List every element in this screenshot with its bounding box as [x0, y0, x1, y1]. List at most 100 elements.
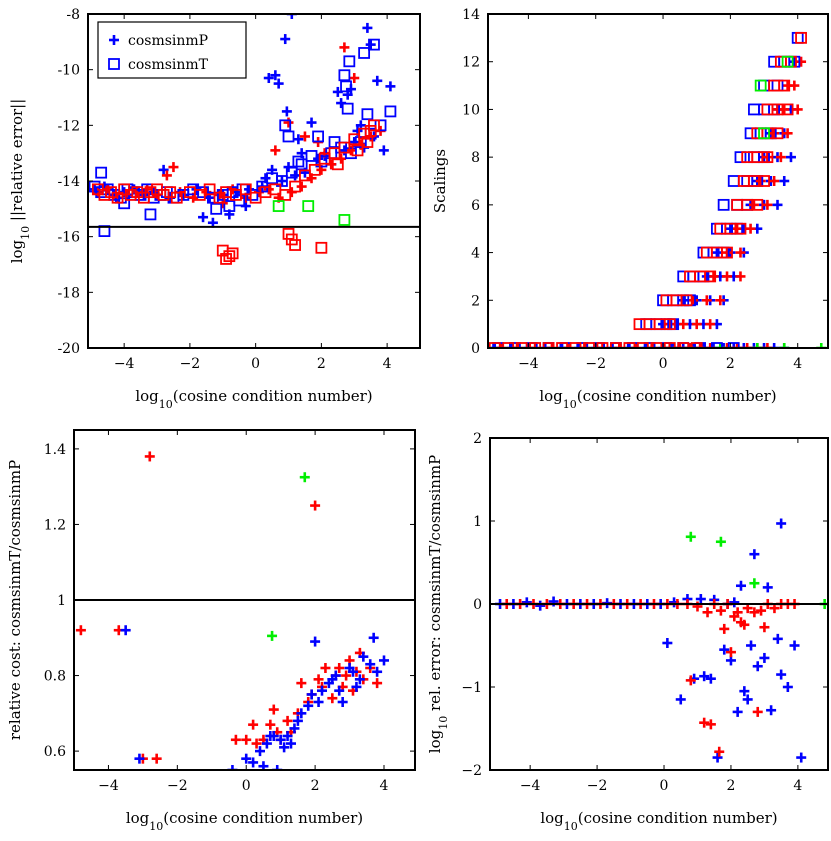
data-point-square — [704, 270, 717, 283]
data-point-plus — [334, 685, 345, 696]
x-tick-label: 0 — [659, 356, 668, 372]
data-point-plus — [796, 56, 807, 67]
data-point-square — [734, 151, 747, 164]
data-point-square — [358, 127, 371, 140]
data-point-plus — [280, 34, 291, 45]
y-tick-label: 4 — [471, 246, 480, 262]
y-axis-label: Scalings — [431, 149, 449, 213]
data-point-square — [727, 175, 740, 187]
data-point-square — [170, 191, 183, 204]
data-point-plus — [290, 170, 301, 181]
data-point-square — [354, 136, 367, 148]
y-tick-label: 6 — [471, 198, 480, 214]
y-tick-label: 0 — [473, 597, 482, 613]
data-point-plus — [296, 678, 307, 689]
x-tick-label: 2 — [311, 778, 320, 794]
data-point-plus — [607, 343, 618, 348]
data-point-plus — [775, 152, 786, 163]
data-point-plus — [668, 343, 679, 348]
data-point-square — [771, 79, 784, 92]
data-point-plus — [279, 742, 290, 753]
data-point-plus — [341, 670, 352, 681]
data-point-square — [226, 247, 239, 260]
data-point-plus — [75, 625, 86, 636]
data-point-plus — [349, 73, 360, 84]
data-point-plus — [698, 343, 709, 348]
data-point-square — [663, 318, 676, 331]
y-tick-label: 8 — [471, 150, 480, 166]
data-point-plus — [292, 715, 303, 726]
x-tick-label: 2 — [317, 356, 326, 372]
data-point-square — [731, 198, 744, 211]
data-point-square — [697, 246, 710, 259]
data-point-plus — [746, 640, 757, 651]
data-point-plus — [289, 723, 300, 734]
data-point-plus — [496, 343, 507, 348]
x-tick-label: −4 — [518, 356, 539, 372]
data-point-plus — [303, 700, 314, 711]
data-point-square — [795, 31, 807, 44]
data-point-plus — [506, 343, 517, 348]
y-tick-label: -16 — [57, 230, 80, 246]
data-point-plus — [684, 343, 695, 348]
data-point-plus — [267, 630, 278, 641]
data-point-plus — [776, 518, 787, 529]
data-point-square — [610, 342, 622, 348]
x-tick-label: −4 — [114, 356, 135, 372]
data-point-square — [292, 155, 305, 168]
y-tick-label: 1 — [57, 593, 66, 609]
data-point-plus — [158, 164, 169, 175]
data-point-square — [781, 103, 794, 116]
data-point-plus — [678, 295, 689, 306]
data-point-square — [529, 342, 542, 348]
y-tick-label: 1.2 — [44, 517, 66, 533]
data-point-square — [758, 79, 770, 92]
y-tick-label: -8 — [66, 7, 80, 23]
y-tick-label: -12 — [57, 118, 80, 134]
data-point-plus — [664, 343, 675, 348]
data-point-plus — [742, 694, 753, 705]
data-point-plus — [306, 689, 317, 700]
data-point-square — [315, 241, 328, 254]
data-point-plus — [306, 117, 317, 128]
x-tick-label: 0 — [242, 778, 251, 794]
data-point-plus — [248, 719, 259, 730]
data-point-plus — [719, 623, 730, 634]
data-point-square — [643, 318, 656, 331]
data-point-square — [677, 270, 690, 283]
data-point-plus — [263, 73, 274, 84]
data-point-plus — [168, 162, 179, 173]
data-point-plus — [776, 669, 787, 680]
data-point-square — [144, 186, 157, 199]
data-point-plus — [313, 697, 324, 707]
data-point-plus — [749, 578, 760, 589]
data-point-plus — [327, 674, 338, 685]
data-point-plus — [732, 223, 743, 234]
data-point-plus — [198, 212, 209, 223]
data-point-plus — [732, 607, 743, 618]
data-point-square — [302, 200, 315, 212]
data-point-square — [714, 222, 727, 235]
data-point-plus — [310, 636, 321, 647]
data-point-plus — [769, 128, 780, 139]
data-point-plus — [685, 675, 696, 686]
data-point-plus — [701, 295, 712, 306]
data-point-square — [687, 270, 700, 283]
data-point-plus — [372, 666, 383, 677]
data-point-plus — [752, 661, 763, 672]
data-point-square — [144, 208, 157, 221]
data-point-square — [338, 141, 351, 154]
data-point-plus — [372, 678, 383, 689]
data-point-plus — [708, 271, 719, 282]
data-point-square — [774, 55, 787, 68]
data-point-plus — [354, 674, 365, 685]
data-point-plus — [265, 731, 276, 741]
data-point-square — [368, 38, 380, 51]
data-point-square — [556, 342, 568, 348]
data-point-square — [502, 342, 515, 348]
x-tick-label: 0 — [660, 778, 669, 794]
data-point-plus — [715, 343, 726, 348]
data-point-square — [643, 342, 656, 348]
data-point-square — [295, 158, 308, 171]
y-tick-label: 0.8 — [44, 669, 66, 685]
